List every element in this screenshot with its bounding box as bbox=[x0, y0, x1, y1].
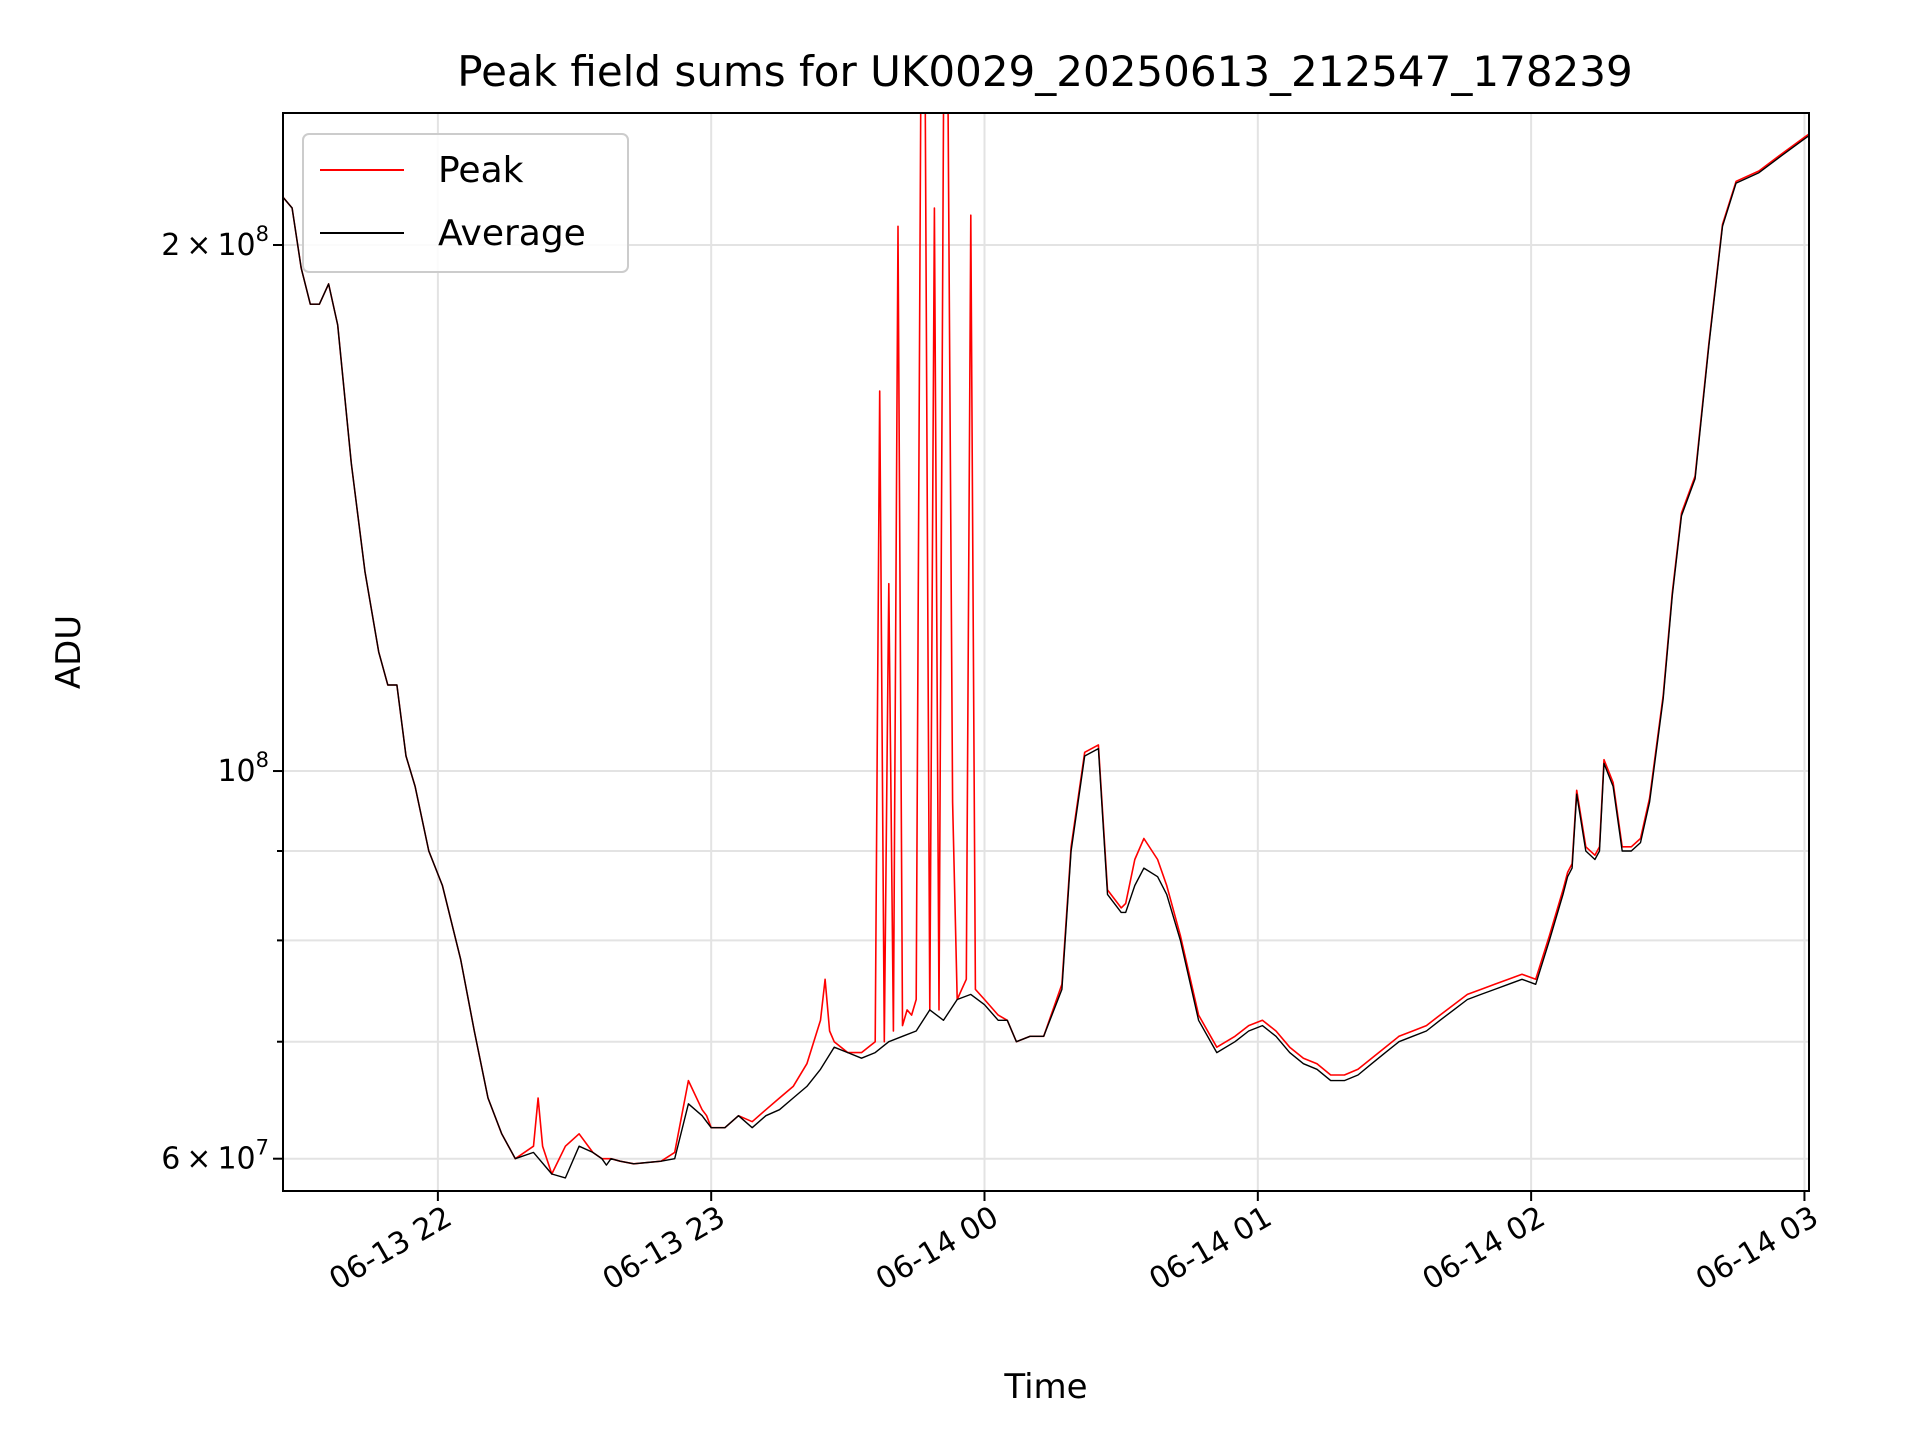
series-line-peak bbox=[283, 113, 1809, 1175]
legend-box bbox=[302, 133, 629, 273]
y-tick-label: 108 bbox=[217, 748, 269, 789]
y-tick-label: 6 × 107 bbox=[161, 1136, 269, 1177]
legend-label-peak: Peak bbox=[438, 150, 524, 191]
y-axis-ticks: 6 × 107 108 2 × 108 bbox=[161, 222, 283, 1177]
legend: Peak Average bbox=[302, 133, 629, 273]
chart-title: Peak field sums for UK0029_20250613_2125… bbox=[457, 47, 1632, 96]
plot-frame bbox=[282, 112, 1810, 1192]
y-axis-title: ADU bbox=[49, 615, 89, 689]
x-axis-title: Time bbox=[1003, 1367, 1087, 1407]
series-line-average bbox=[283, 135, 1809, 1179]
legend-label-average: Average bbox=[438, 213, 586, 254]
series-layer bbox=[283, 113, 1809, 1179]
y-tick-label: 2 × 108 bbox=[161, 222, 269, 263]
